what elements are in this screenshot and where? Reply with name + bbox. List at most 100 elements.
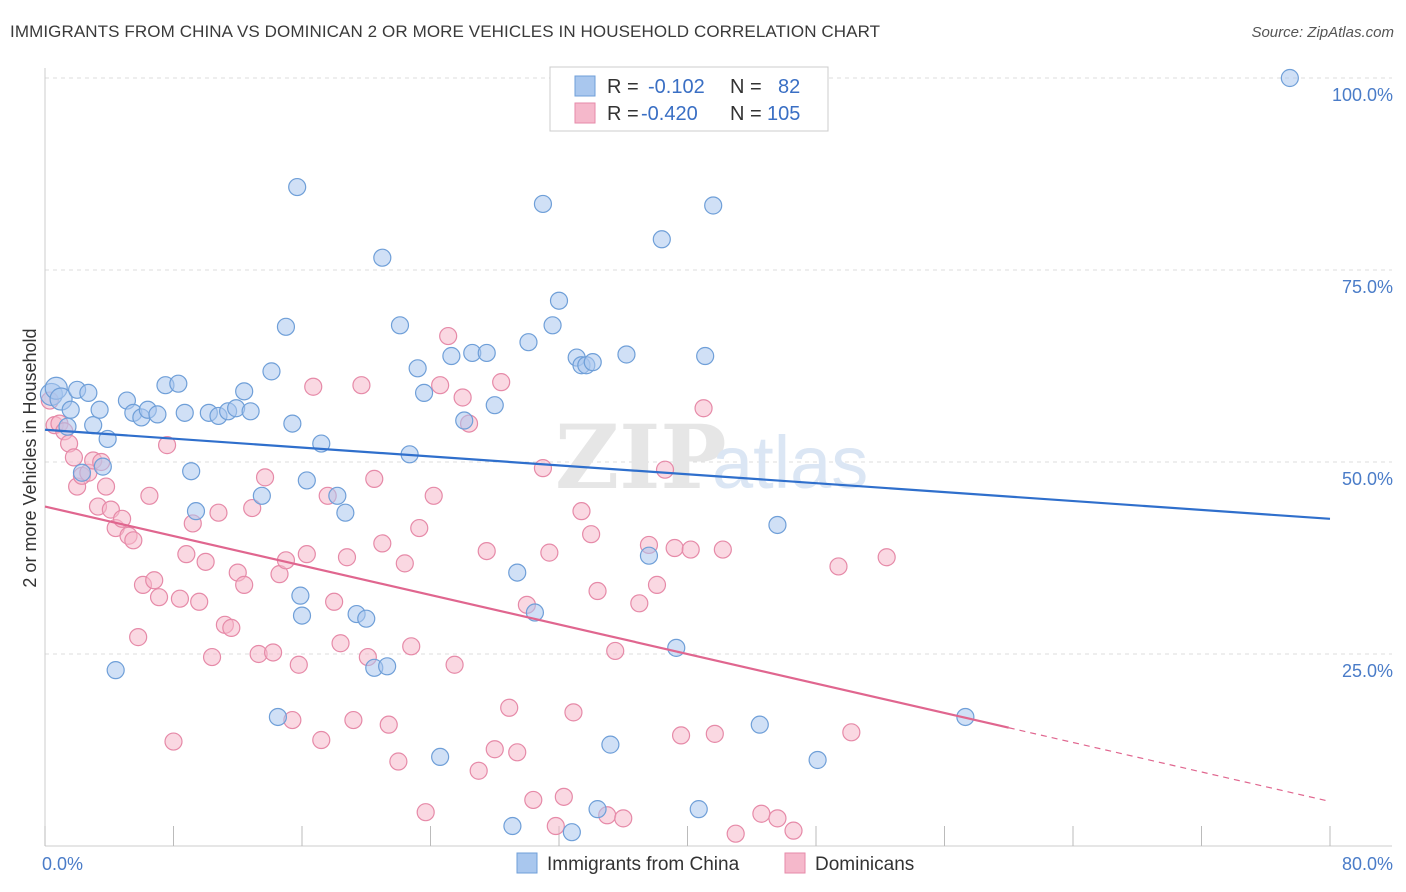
dominicans-point-29	[196, 552, 215, 571]
y-tick-label-2: 75.0%	[1342, 277, 1393, 297]
bottom-legend-china: Immigrants from China	[547, 854, 740, 875]
china-point-29	[252, 486, 271, 505]
china-point-31	[268, 707, 288, 727]
dominicans-point-48	[325, 592, 344, 611]
china-point-30	[262, 362, 281, 381]
dominicans-point-75	[524, 790, 543, 810]
china-point-17	[148, 405, 167, 424]
dominicans-point-78	[546, 816, 565, 836]
dominicans-point-43	[289, 655, 308, 674]
legend-r-label-1: R =	[607, 76, 639, 98]
bottom-swatch-dom	[784, 852, 806, 874]
dominicans-point-17	[124, 531, 143, 550]
china-point-52	[477, 343, 496, 363]
dominicans-point-44	[297, 545, 316, 564]
dominicans-point-81	[572, 502, 591, 521]
dominicans-point-50	[337, 548, 357, 567]
dominicans-point-57	[389, 752, 408, 771]
y-tick-label-1: 50.0%	[1342, 469, 1393, 489]
gridlines	[45, 77, 1392, 655]
bottom-swatch-china	[516, 852, 538, 874]
legend-n-value-2: 105	[767, 103, 800, 125]
china-point-4	[61, 400, 80, 419]
china-point-34	[291, 586, 310, 605]
china-point-27	[235, 382, 254, 401]
china-point-19	[169, 374, 188, 393]
dominicans-point-63	[431, 376, 450, 395]
dominicans-point-31	[209, 503, 228, 522]
dominicans-point-62	[424, 486, 443, 505]
watermark: ZIP atlas	[555, 405, 868, 509]
china-point-38	[336, 503, 355, 522]
dominicans-point-45	[304, 377, 323, 396]
dominicans-point-25	[170, 589, 190, 608]
dominicans-point-68	[469, 761, 488, 780]
china-point-8	[84, 416, 103, 435]
dominicans-point-36	[243, 498, 262, 518]
china-point-43	[378, 657, 397, 676]
dominicans-point-98	[752, 804, 771, 823]
dominicans-point-77	[540, 543, 559, 562]
dominicans-point-95	[705, 724, 724, 743]
dominicans-point-58	[395, 554, 414, 573]
china-point-6	[72, 463, 92, 482]
china-trend-line	[44, 428, 1331, 520]
dominicans-trend-line	[44, 505, 1009, 729]
y-tick-label-3: 100.0%	[1332, 85, 1393, 105]
dominicans-point-24	[164, 732, 183, 751]
china-point-20	[175, 403, 194, 422]
china-point-46	[408, 359, 427, 378]
china-point-76	[808, 750, 827, 770]
dominicans-point-69	[477, 541, 496, 561]
china-point-68	[639, 546, 659, 565]
china-point-40	[357, 609, 376, 628]
chart-title: IMMIGRANTS FROM CHINA VS DOMINICAN 2 OR …	[10, 22, 881, 41]
dominicans-point-83	[588, 581, 607, 601]
dominicans-point-97	[726, 824, 745, 843]
dominicans-trend-line-dashed	[1008, 727, 1331, 803]
china-point-73	[704, 196, 723, 215]
china-point-81	[562, 823, 581, 842]
dominicans-point-59	[402, 637, 421, 656]
dominicans-point-30	[202, 647, 222, 667]
dominicans-point-100	[784, 821, 803, 840]
china-point-22	[186, 502, 206, 521]
x-tick-label-1: 80.0%	[1342, 854, 1393, 874]
dominicans-point-46	[312, 730, 331, 750]
china-point-56	[519, 333, 538, 352]
dominicans-point-26	[177, 545, 196, 564]
dominicans-point-80	[564, 703, 583, 722]
dominicans-point-18	[129, 628, 148, 647]
dominicans-point-64	[439, 326, 458, 346]
dominicans-point-54	[365, 469, 384, 488]
dominicans-points	[40, 326, 896, 843]
china-point-28	[241, 402, 260, 421]
china-point-71	[689, 800, 708, 819]
dominicans-point-35	[235, 575, 254, 594]
legend-n-label-2: N =	[730, 103, 762, 125]
china-point-60	[549, 291, 569, 310]
china-point-9	[90, 400, 109, 419]
dominicans-point-90	[655, 460, 675, 479]
china-point-79	[288, 177, 307, 197]
dominicans-point-56	[379, 715, 398, 734]
dominicans-point-86	[614, 809, 633, 828]
legend-n-label-1: N =	[730, 76, 762, 98]
dominicans-point-52	[352, 376, 371, 395]
legend-box	[549, 66, 829, 132]
dominicans-point-89	[647, 575, 667, 594]
china-point-54	[503, 816, 522, 836]
china-point-10	[93, 457, 112, 476]
dominicans-point-87	[630, 594, 649, 613]
dominicans-point-61	[416, 803, 435, 822]
dominicans-point-12	[96, 477, 116, 496]
china-point-74	[750, 715, 769, 734]
dominicans-point-91	[665, 538, 684, 558]
dominicans-point-22	[149, 588, 169, 607]
watermark-zip: ZIP	[555, 405, 727, 509]
dominicans-point-21	[145, 571, 164, 590]
legend-r-value-1: -0.102	[648, 76, 705, 98]
china-point-72	[696, 346, 715, 366]
china-point-48	[431, 747, 450, 767]
china-point-69	[652, 230, 671, 249]
